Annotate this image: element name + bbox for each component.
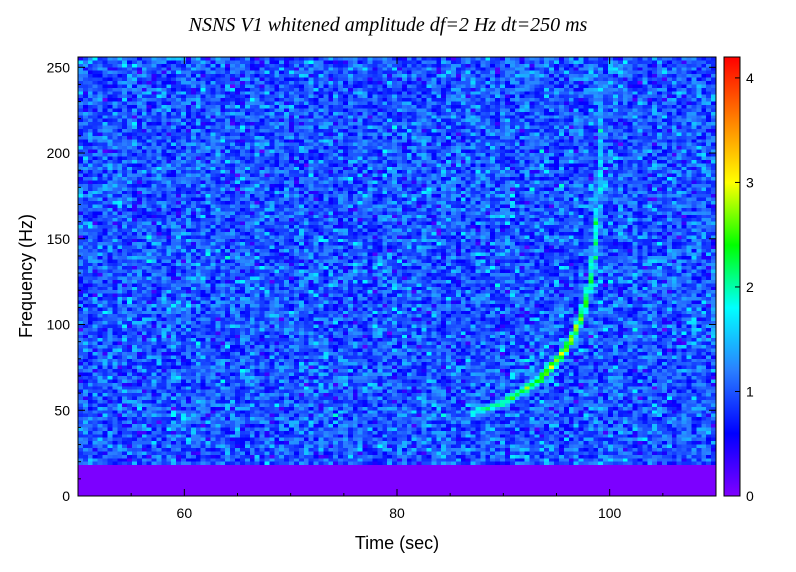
y-tick-label: 50 — [54, 402, 70, 418]
x-tick-label: 80 — [389, 505, 405, 521]
colorbar-tick-label: 3 — [746, 174, 754, 190]
y-axis: 0 50 100 150 200 250 — [47, 59, 716, 504]
x-tick-label: 60 — [177, 505, 193, 521]
x-axis-label: Time (sec) — [355, 533, 439, 553]
colorbar-tick-label: 1 — [746, 383, 754, 399]
colorbar: 0 1 2 3 4 — [723, 56, 754, 504]
y-axis-label: Frequency (Hz) — [16, 214, 36, 338]
chart-title: NSNS V1 whitened amplitude df=2 Hz dt=25… — [188, 14, 588, 36]
y-tick-label: 250 — [47, 59, 71, 75]
y-tick-label: 0 — [62, 488, 70, 504]
y-tick-label: 200 — [47, 145, 71, 161]
y-tick-label: 150 — [47, 231, 71, 247]
heatmap-plot-area — [78, 57, 716, 496]
y-tick-label: 100 — [47, 317, 71, 333]
colorbar-tick-label: 0 — [746, 488, 754, 504]
x-tick-label: 100 — [598, 505, 622, 521]
colorbar-gradient — [723, 56, 741, 497]
heatmap-cells — [78, 57, 716, 496]
colorbar-tick-label: 2 — [746, 279, 754, 295]
colorbar-tick-label: 4 — [746, 70, 754, 86]
